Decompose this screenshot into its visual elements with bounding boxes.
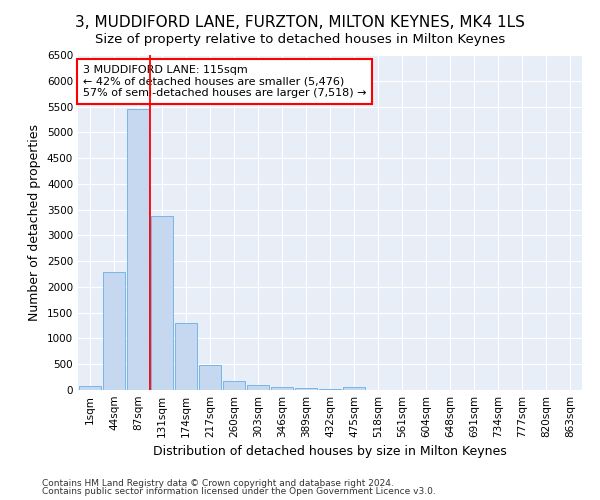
Text: Contains HM Land Registry data © Crown copyright and database right 2024.: Contains HM Land Registry data © Crown c… <box>42 478 394 488</box>
Text: 3, MUDDIFORD LANE, FURZTON, MILTON KEYNES, MK4 1LS: 3, MUDDIFORD LANE, FURZTON, MILTON KEYNE… <box>75 15 525 30</box>
Bar <box>247 385 269 390</box>
Bar <box>103 272 125 390</box>
Bar <box>271 387 293 390</box>
Bar <box>199 366 221 390</box>
Y-axis label: Number of detached properties: Number of detached properties <box>28 124 41 321</box>
Bar <box>343 388 365 390</box>
Text: 3 MUDDIFORD LANE: 115sqm
← 42% of detached houses are smaller (5,476)
57% of sem: 3 MUDDIFORD LANE: 115sqm ← 42% of detach… <box>83 65 367 98</box>
Bar <box>151 216 173 390</box>
X-axis label: Distribution of detached houses by size in Milton Keynes: Distribution of detached houses by size … <box>153 446 507 458</box>
Bar <box>223 381 245 390</box>
Bar <box>175 323 197 390</box>
Bar <box>295 388 317 390</box>
Text: Contains public sector information licensed under the Open Government Licence v3: Contains public sector information licen… <box>42 487 436 496</box>
Bar <box>127 109 149 390</box>
Bar <box>79 386 101 390</box>
Text: Size of property relative to detached houses in Milton Keynes: Size of property relative to detached ho… <box>95 32 505 46</box>
